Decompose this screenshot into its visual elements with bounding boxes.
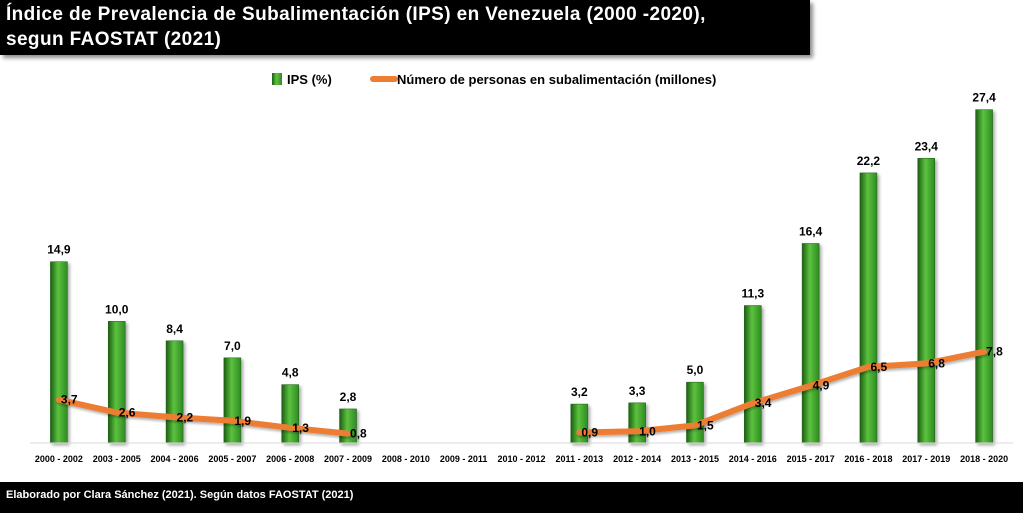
- title-banner: Índice de Prevalencia de Subalimentación…: [0, 0, 810, 55]
- bar: [859, 172, 878, 444]
- footer-credit: Elaborado por Clara Sánchez (2021). Segú…: [6, 489, 354, 501]
- x-tick-label: 2016 - 2018: [844, 454, 892, 464]
- footer-bar: Elaborado por Clara Sánchez (2021). Segú…: [0, 482, 1023, 513]
- bar-value-label: 23,4: [915, 139, 939, 153]
- line-value-label: 2,2: [177, 410, 194, 424]
- bar: [801, 243, 820, 444]
- line-value-label: 2,6: [119, 406, 136, 420]
- line-value-label: 6,5: [870, 360, 887, 374]
- bar-value-label: 3,3: [629, 384, 646, 398]
- line-value-label: 7,8: [986, 345, 1003, 359]
- line-value-label: 4,9: [813, 379, 830, 393]
- x-tick-label: 2011 - 2013: [556, 454, 604, 464]
- bar-value-label: 22,2: [857, 154, 881, 168]
- bar-value-label: 7,0: [224, 339, 241, 353]
- bar-value-label: 8,4: [166, 322, 183, 336]
- x-tick-label: 2013 - 2015: [671, 454, 719, 464]
- bar-series: 14,9 10,0 8,4 7,0 4,8 2,8 3,2 3,3 5,0 11,3 16,4 22,…: [47, 91, 996, 444]
- bar-value-label: 5,0: [687, 363, 704, 377]
- x-tick-label: 2000 - 2002: [35, 454, 83, 464]
- bar-value-label: 16,4: [799, 224, 823, 238]
- x-tick-label: 2015 - 2017: [787, 454, 835, 464]
- chart-title-line2: segun FAOSTAT (2021): [6, 29, 222, 50]
- line-value-label: 0,9: [581, 425, 598, 439]
- persons-line: [576, 348, 988, 436]
- line-value-label: 0,8: [350, 427, 367, 441]
- line-value-label: 1,9: [234, 414, 251, 428]
- legend: IPS (%) Número de personas en subalimenta…: [272, 72, 716, 87]
- x-tick-label: 2018 - 2020: [960, 454, 1008, 464]
- x-tick-label: 2007 - 2009: [324, 454, 372, 464]
- bar: [744, 305, 762, 444]
- bar: [686, 381, 704, 444]
- x-tick-label: 2009 - 2011: [440, 454, 488, 464]
- x-tick-label: 2010 - 2012: [497, 454, 545, 464]
- line-value-label: 1,5: [697, 418, 714, 432]
- x-tick-label: 2003 - 2005: [93, 454, 141, 464]
- bar-value-label: 2,8: [340, 390, 357, 404]
- chart-title: Índice de Prevalencia de Subalimentación…: [6, 4, 706, 25]
- bar: [975, 109, 993, 444]
- bar-value-label: 10,0: [105, 302, 129, 316]
- bar: [165, 340, 184, 444]
- line-value-label: 3,4: [755, 396, 772, 410]
- bar-value-label: 11,3: [741, 287, 764, 301]
- x-tick-label: 2005 - 2007: [208, 454, 256, 464]
- bar-value-label: 3,2: [571, 385, 588, 399]
- line-value-label: 3,7: [61, 393, 78, 407]
- bar: [107, 321, 126, 444]
- bar-value-label: 4,8: [282, 366, 299, 380]
- x-tick-label: 2012 - 2014: [613, 454, 661, 464]
- bar-value-label: 14,9: [47, 243, 71, 257]
- legend-bar-swatch: [272, 73, 282, 85]
- x-tick-label: 2008 - 2010: [382, 454, 430, 464]
- line-value-label: 1,0: [639, 424, 656, 438]
- legend-label-ips: IPS (%): [287, 72, 332, 87]
- line-series: 3,7 2,6 2,2 1,9 1,3 0,8 0,9 1,0 1,5 3,4 4,9 6,5 6,8 7…: [55, 345, 1003, 441]
- bar: [50, 261, 68, 444]
- bar: [223, 357, 242, 444]
- line-value-label: 6,8: [928, 356, 945, 370]
- x-tick-label: 2017 - 2019: [902, 454, 950, 464]
- x-axis: 2000 - 2002 2003 - 2005 2004 - 2006 2005 - …: [30, 442, 1013, 464]
- x-tick-label: 2006 - 2008: [266, 454, 314, 464]
- bar-value-label: 27,4: [972, 91, 996, 105]
- x-tick-label: 2004 - 2006: [151, 454, 199, 464]
- legend-label-persons: Número de personas en subalimentación (m…: [397, 72, 716, 87]
- chart-area: IPS (%) Número de personas en subalimenta…: [30, 72, 1013, 464]
- x-tick-label: 2014 - 2016: [729, 454, 777, 464]
- bar: [917, 158, 936, 444]
- persons-line: [55, 396, 351, 437]
- line-value-label: 1,3: [292, 421, 309, 435]
